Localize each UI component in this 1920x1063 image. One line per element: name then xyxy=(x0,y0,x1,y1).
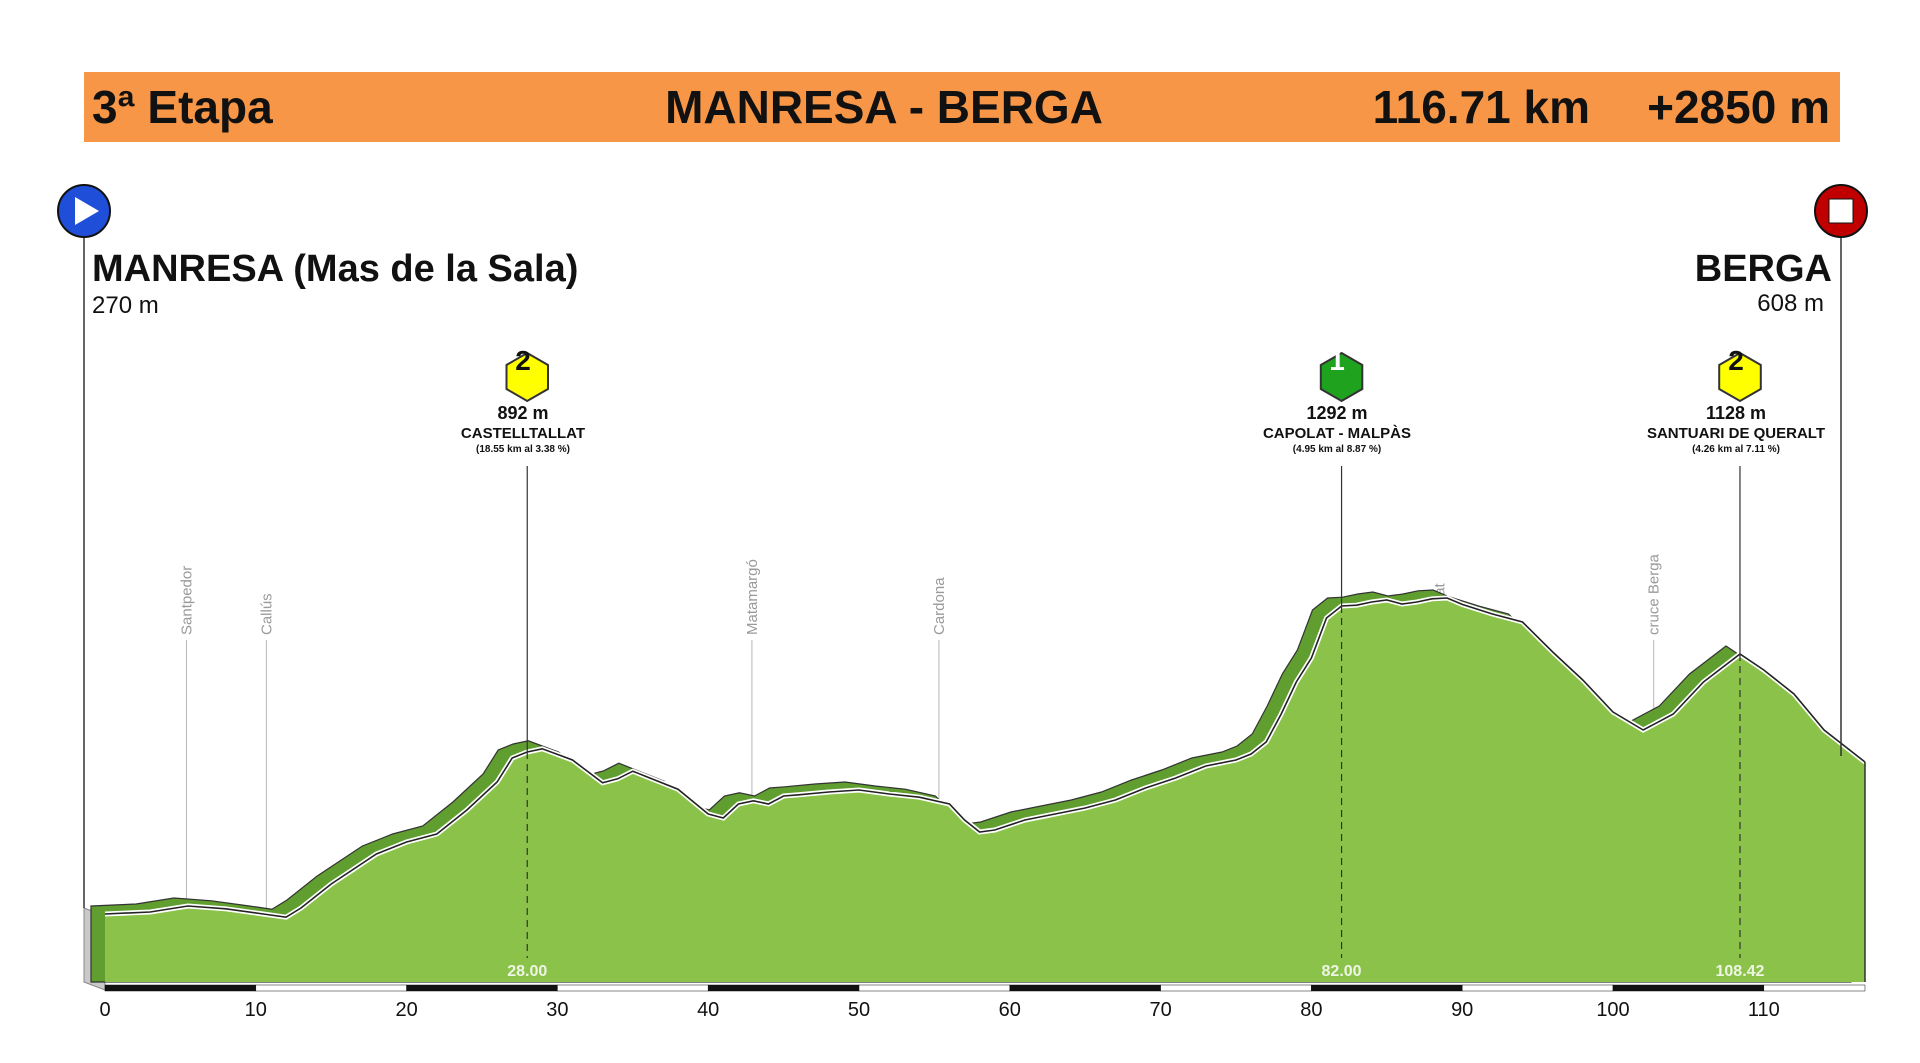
climb-km-label: 28.00 xyxy=(507,963,547,980)
x-tick-label: 100 xyxy=(1596,999,1629,1021)
start-place-altitude: 270 m xyxy=(92,292,159,319)
climb-detail: (4.95 km al 8.87 %) xyxy=(1292,444,1382,455)
x-tick-label: 110 xyxy=(1748,999,1780,1021)
climb-label-capolat-malpas: 1 1292 m CAPOLAT - MALPÀS (4.95 km al 8.… xyxy=(1187,345,1487,457)
axis-strip-segment xyxy=(1763,984,1866,992)
x-tick-label: 0 xyxy=(99,999,110,1021)
climb-category-badge-icon xyxy=(1718,351,1762,403)
climb-label-castelltallat: 2 892 m CASTELLTALLAT (18.55 km al 3.38 … xyxy=(373,345,673,457)
axis-strip-segment xyxy=(1612,984,1765,992)
start-place-name: MANRESA (Mas de la Sala) xyxy=(92,248,579,290)
axis-strip-segment xyxy=(1009,984,1161,992)
axis-strip-segment xyxy=(1311,984,1463,992)
climb-altitude: 892 m xyxy=(497,403,549,423)
play-icon xyxy=(75,197,99,225)
climb-category-number: 2 xyxy=(515,345,531,376)
axis-strip-segment xyxy=(858,984,1011,992)
stage-banner: 3ª Etapa MANRESA - BERGA 116.71 km +2850… xyxy=(84,72,1840,142)
axis-strip-segment xyxy=(707,984,860,992)
waypoint-label: Callús xyxy=(258,593,275,635)
stage-elevation-gain: +2850 m xyxy=(1647,81,1830,133)
stop-icon xyxy=(1828,198,1854,224)
stage-label: 3ª Etapa xyxy=(92,81,273,133)
axis-strip-segment xyxy=(406,984,558,992)
x-tick-label: 80 xyxy=(1300,999,1322,1021)
climb-detail: (4.26 km al 7.11 %) xyxy=(1692,444,1780,455)
waypoint-label: Matamargó xyxy=(744,559,761,635)
x-tick-label: 20 xyxy=(395,999,417,1021)
waypoint-label: cruce Berga xyxy=(1646,553,1663,635)
climb-km-label: 82.00 xyxy=(1322,963,1362,980)
stage-distance: 116.71 km xyxy=(1372,81,1590,133)
profile-area xyxy=(105,598,1865,982)
climb-category-badge-icon xyxy=(1319,351,1364,403)
climb-label-santuari-de-queralt: 2 1128 m SANTUARI DE QUERALT (4.26 km al… xyxy=(1586,345,1886,457)
axis-strip-segment xyxy=(1160,984,1312,992)
x-tick-label: 70 xyxy=(1149,999,1171,1021)
axis-strip-segment xyxy=(557,984,709,992)
climb-name: SANTUARI DE QUERALT xyxy=(1646,425,1826,442)
climb-altitude: 1128 m xyxy=(1705,403,1767,423)
x-tick-label: 40 xyxy=(697,999,719,1021)
x-tick-label: 10 xyxy=(245,999,267,1021)
climb-category-badge-icon xyxy=(505,351,549,403)
finish-place-name: BERGA xyxy=(1694,248,1832,290)
waypoint-label: Santpedor xyxy=(178,566,195,635)
x-tick-label: 60 xyxy=(999,999,1021,1021)
stage-route: MANRESA - BERGA xyxy=(665,81,1103,133)
waypoint-label: Cardona xyxy=(931,577,948,635)
climb-name: CASTELLTALLAT xyxy=(460,425,586,442)
climb-altitude: 1292 m xyxy=(1306,403,1368,423)
axis-strip-segment xyxy=(1461,984,1614,992)
axis-strip-segment xyxy=(255,984,407,992)
climb-detail: (18.55 km al 3.38 %) xyxy=(476,444,570,455)
x-tick-label: 90 xyxy=(1451,999,1473,1021)
climb-km-label: 108.42 xyxy=(1716,963,1765,980)
profile-outline xyxy=(104,597,1866,919)
climb-category-number: 1 xyxy=(1329,345,1345,376)
x-tick-label: 30 xyxy=(546,999,568,1021)
climb-name: CAPOLAT - MALPÀS xyxy=(1262,425,1412,442)
climb-category-number: 2 xyxy=(1728,345,1744,376)
finish-place-altitude: 608 m xyxy=(1757,290,1824,317)
x-tick-label: 50 xyxy=(848,999,870,1021)
axis-strip-segment xyxy=(104,984,257,992)
